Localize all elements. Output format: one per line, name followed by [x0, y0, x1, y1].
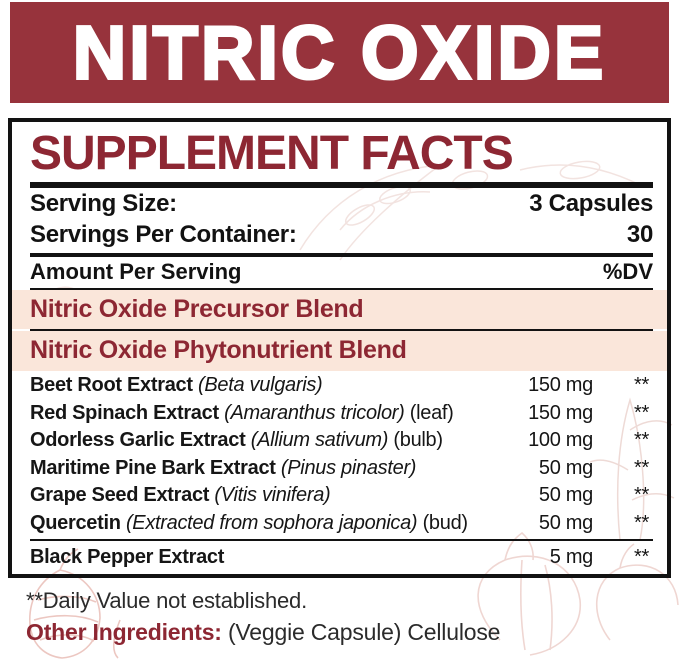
divider	[30, 287, 653, 290]
serving-size-value: 3 Capsules	[529, 189, 653, 217]
serving-size-label: Serving Size:	[30, 189, 177, 217]
ingredient-name: Beet Root Extract (Beta vulgaris)	[30, 373, 323, 396]
ingredient-dv: **	[634, 546, 649, 569]
ingredient-row: Beet Root Extract (Beta vulgaris) 150 mg…	[12, 372, 667, 400]
product-title: NITRIC OXIDE	[71, 9, 607, 95]
ingredient-name: Red Spinach Extract (Amaranthus tricolor…	[30, 401, 454, 424]
servings-per-container-value: 30	[626, 221, 653, 249]
ingredient-name: Maritime Pine Bark Extract (Pinus pinast…	[30, 456, 417, 479]
precursor-blend-label: Nitric Oxide Precursor Blend	[30, 294, 364, 323]
supplement-facts-panel: SUPPLEMENT FACTS Serving Size: 3 Capsule…	[8, 118, 671, 578]
ingredient-row: Red Spinach Extract (Amaranthus tricolor…	[12, 399, 667, 427]
ingredient-dv: **	[634, 484, 649, 507]
ingredient-dv: **	[634, 456, 649, 479]
percent-dv-header: %DV	[602, 259, 653, 285]
column-header-row: Amount Per Serving %DV	[12, 257, 667, 288]
servings-per-container-label: Servings Per Container:	[30, 221, 297, 249]
ingredient-row: Maritime Pine Bark Extract (Pinus pinast…	[12, 455, 667, 483]
ingredient-row: Black Pepper Extract 5 mg **	[12, 541, 667, 574]
ingredient-name: Quercetin (Extracted from sophora japoni…	[30, 512, 468, 535]
ingredient-dv: **	[634, 429, 649, 452]
ingredient-name: Black Pepper Extract	[30, 546, 225, 569]
ingredient-dv: **	[634, 512, 649, 535]
ingredient-name: Grape Seed Extract (Vitis vinifera)	[30, 484, 331, 507]
ingredient-amount: 50 mg	[538, 512, 593, 535]
other-ingredients-label: Other Ingredients:	[26, 619, 222, 645]
phytonutrient-blend-band: Nitric Oxide Phytonutrient Blend	[12, 331, 667, 371]
ingredient-row: Grape Seed Extract (Vitis vinifera) 50 m…	[12, 482, 667, 510]
ingredient-amount: 5 mg	[549, 546, 594, 569]
ingredient-amount: 100 mg	[528, 429, 593, 452]
divider	[30, 329, 653, 332]
servings-per-container-row: Servings Per Container: 30	[12, 220, 667, 252]
other-ingredients-line: Other Ingredients: (Veggie Capsule) Cell…	[26, 617, 500, 647]
footer-notes: **Daily Value not established. Other Ing…	[26, 587, 500, 647]
ingredient-amount: 50 mg	[538, 484, 593, 507]
ingredient-amount: 50 mg	[538, 456, 593, 479]
phytonutrient-blend-label: Nitric Oxide Phytonutrient Blend	[30, 336, 407, 365]
ingredient-amount: 150 mg	[528, 373, 593, 396]
ingredient-row: Odorless Garlic Extract (Allium sativum)…	[12, 427, 667, 455]
ingredient-amount: 150 mg	[528, 401, 593, 424]
ingredient-dv: **	[634, 401, 649, 424]
ingredient-name: Odorless Garlic Extract (Allium sativum)…	[30, 429, 443, 452]
product-banner: NITRIC OXIDE	[10, 2, 669, 103]
other-ingredients-value: (Veggie Capsule) Cellulose	[227, 619, 501, 645]
serving-size-row: Serving Size: 3 Capsules	[12, 188, 667, 220]
amount-per-serving-header: Amount Per Serving	[30, 259, 242, 285]
ingredient-dv: **	[634, 373, 649, 396]
precursor-blend-band: Nitric Oxide Precursor Blend	[12, 289, 667, 330]
ingredient-row: Quercetin (Extracted from sophora japoni…	[12, 510, 667, 538]
divider	[30, 539, 653, 542]
daily-value-note: **Daily Value not established.	[26, 588, 307, 613]
panel-title: SUPPLEMENT FACTS	[30, 127, 514, 180]
